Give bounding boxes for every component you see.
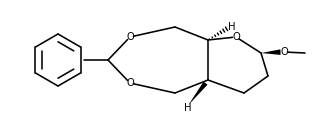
Text: O: O: [232, 32, 240, 42]
Polygon shape: [188, 82, 208, 105]
Text: H: H: [228, 22, 236, 32]
Text: O: O: [280, 47, 288, 57]
Text: O: O: [126, 32, 134, 42]
Polygon shape: [261, 49, 281, 55]
Text: H: H: [184, 103, 192, 113]
Text: O: O: [126, 78, 134, 88]
